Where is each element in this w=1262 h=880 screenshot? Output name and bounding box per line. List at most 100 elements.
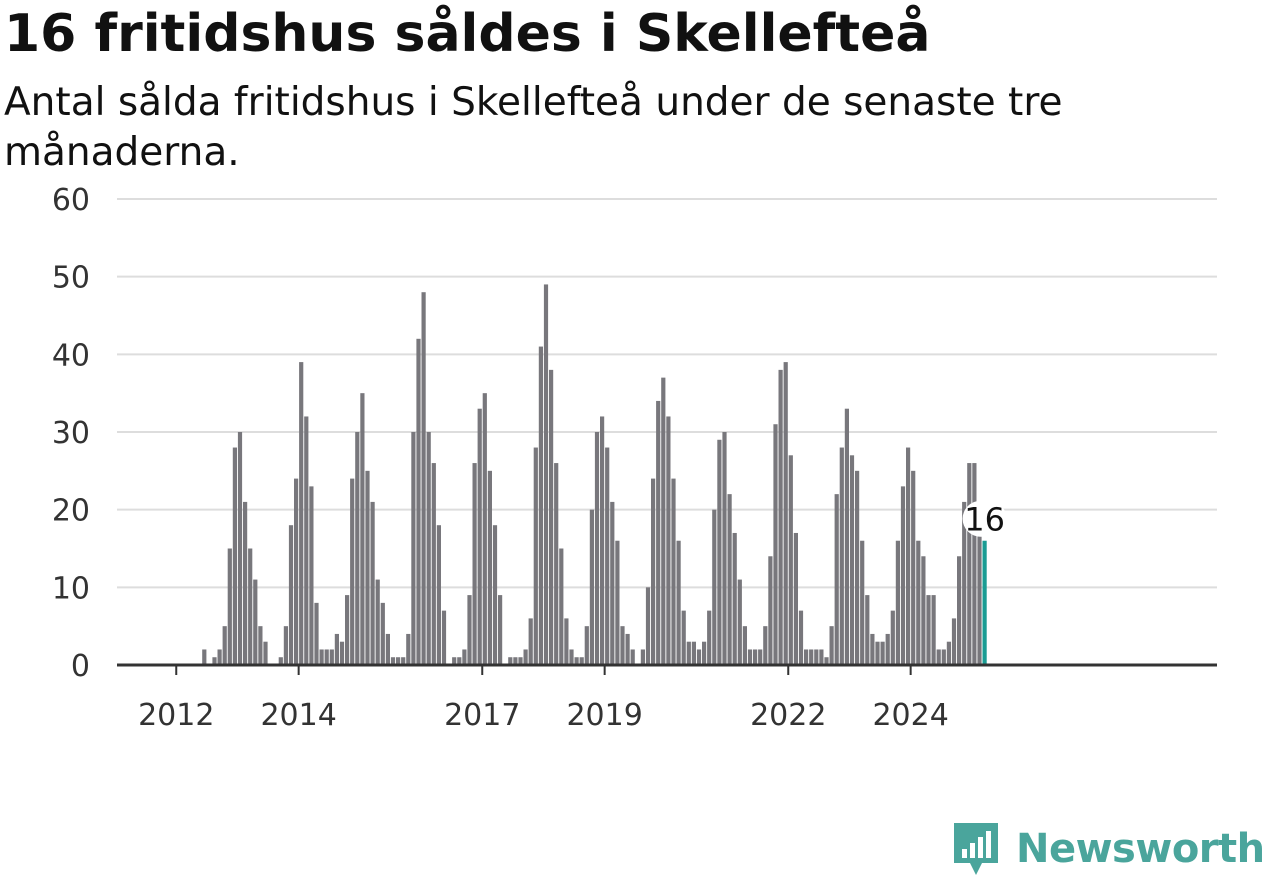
- bar: [906, 447, 911, 665]
- bar: [431, 463, 436, 665]
- bar: [574, 657, 579, 665]
- bar: [482, 393, 487, 665]
- bar: [911, 470, 916, 665]
- bar: [436, 525, 441, 665]
- bar: [671, 478, 676, 665]
- bar: [763, 626, 768, 665]
- bar: [962, 501, 967, 665]
- bar: [528, 618, 533, 665]
- bar: [538, 346, 543, 665]
- bar: [243, 501, 248, 665]
- bar: [375, 579, 380, 665]
- bar: [232, 447, 237, 665]
- bar: [972, 463, 977, 665]
- bar: [605, 447, 610, 665]
- bar: [283, 626, 288, 665]
- bar: [288, 525, 294, 665]
- bar: [916, 540, 921, 665]
- bar: [758, 649, 763, 665]
- bar: [793, 532, 798, 665]
- newsworthy-logo: Newsworthy: [950, 818, 1262, 880]
- bar: [834, 494, 839, 665]
- bar: [421, 292, 426, 665]
- bar: [299, 362, 304, 665]
- bar: [237, 432, 243, 665]
- bar-chart: 0 10 20 30 40 50 60 2012 2014 2017 2019 2022 2024 1…: [52, 183, 1217, 733]
- bar: [747, 649, 753, 665]
- bar: [870, 633, 875, 665]
- bar: [294, 478, 299, 665]
- bar: [951, 618, 957, 665]
- bar: [401, 657, 406, 665]
- bar: [712, 509, 717, 665]
- bar: [319, 649, 324, 665]
- bar: [457, 657, 462, 665]
- bar: [202, 649, 207, 665]
- bar: [309, 486, 314, 665]
- bar: [304, 416, 309, 665]
- bar: [477, 408, 482, 665]
- bar: [753, 649, 758, 665]
- bar: [472, 463, 477, 665]
- bar-latest: [982, 540, 987, 665]
- bar: [258, 626, 263, 665]
- newsworthy-chart-bubble-icon: [954, 823, 998, 875]
- y-tick-label: 40: [52, 338, 90, 373]
- bar: [967, 463, 972, 665]
- bar: [620, 626, 625, 665]
- y-tick-label: 20: [52, 494, 90, 529]
- bar: [339, 641, 345, 665]
- bar: [360, 393, 365, 665]
- bar: [523, 649, 528, 665]
- bar: [355, 432, 360, 665]
- bar: [661, 377, 666, 665]
- bar: [696, 649, 702, 665]
- bar: [212, 657, 217, 665]
- bar: [666, 416, 671, 665]
- chart-subtitle: Antal sålda fritidshus i Skellefteå unde…: [4, 80, 1063, 175]
- bar: [217, 649, 222, 665]
- bars: [202, 284, 987, 665]
- bar: [492, 525, 498, 665]
- bar: [957, 556, 962, 665]
- bar: [691, 641, 696, 665]
- bar: [554, 463, 559, 665]
- bar: [702, 641, 707, 665]
- chart-title: 16 fritidshus såldes i Skellefteå: [4, 4, 931, 64]
- bar: [467, 595, 472, 665]
- bar: [890, 610, 895, 665]
- bar: [645, 587, 651, 665]
- bar: [222, 626, 227, 665]
- bar: [334, 633, 339, 665]
- bar: [594, 432, 600, 665]
- bar: [860, 540, 865, 665]
- bar: [814, 649, 819, 665]
- latest-value-label: 16: [964, 501, 1005, 539]
- bar: [411, 432, 416, 665]
- bar: [569, 649, 574, 665]
- bar: [564, 618, 569, 665]
- bar: [508, 657, 513, 665]
- bar: [977, 525, 982, 665]
- bar: [441, 610, 447, 665]
- bar: [732, 532, 737, 665]
- bar: [543, 284, 549, 665]
- bar: [452, 657, 457, 665]
- bar: [350, 478, 355, 665]
- bar: [314, 602, 319, 665]
- bar: [498, 595, 503, 665]
- bar: [722, 432, 727, 665]
- bar: [385, 633, 390, 665]
- bar: [900, 486, 906, 665]
- bar: [253, 579, 258, 665]
- bar: [717, 439, 722, 665]
- annotation-bg: [962, 500, 1007, 537]
- bar: [365, 470, 370, 665]
- brand-name: Newsworthy: [1016, 826, 1262, 872]
- bar: [610, 501, 615, 665]
- bar: [487, 470, 492, 665]
- bar: [615, 540, 620, 665]
- bar: [936, 649, 941, 665]
- y-tick-label: 30: [52, 416, 90, 451]
- bar: [324, 649, 329, 665]
